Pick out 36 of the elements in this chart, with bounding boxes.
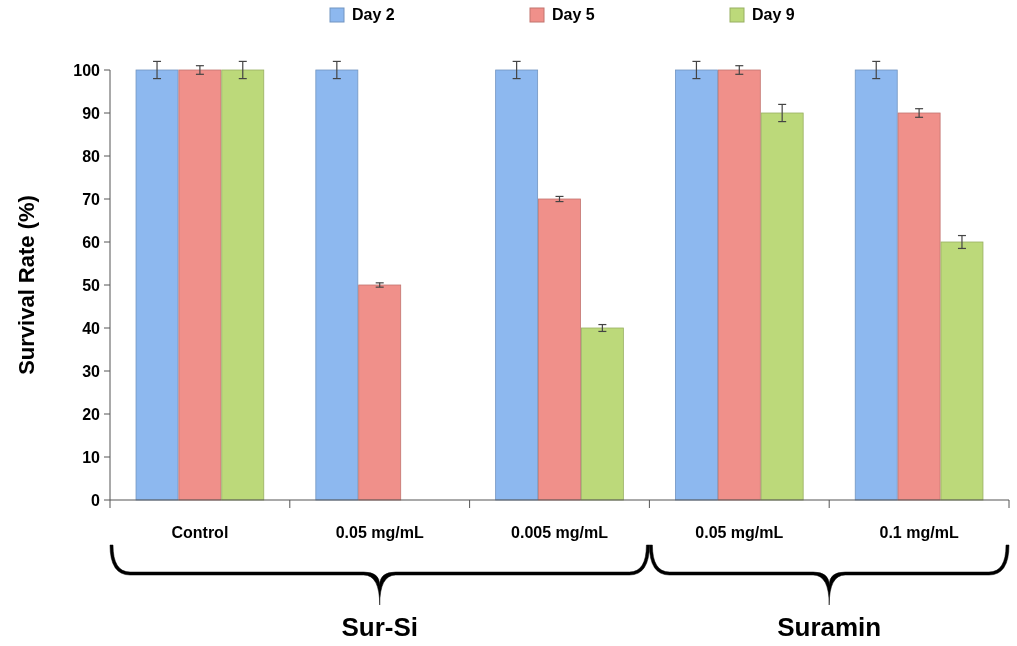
bar [940, 241, 984, 501]
y-axis-title: Survival Rate (%) [14, 195, 39, 375]
bar [538, 198, 581, 501]
y-tick-label: 70 [82, 190, 101, 208]
y-tick-label: 20 [82, 405, 101, 423]
y-tick-label: 0 [91, 491, 101, 509]
legend-label: Day 9 [752, 6, 795, 23]
x-tick-label: 0.05 mg/mL [335, 524, 424, 541]
x-tick-label: Control [171, 524, 229, 541]
text: Sur-Si [341, 612, 418, 642]
y-tick-label: 50 [82, 276, 101, 294]
bar [854, 69, 898, 501]
y-tick-label: 30 [82, 362, 101, 380]
bar [315, 69, 359, 501]
y-tick-label: 80 [82, 147, 101, 165]
bar [178, 69, 222, 501]
bar [717, 69, 761, 501]
bar [358, 284, 402, 501]
legend-label: Day 5 [552, 6, 595, 23]
bar [221, 69, 265, 501]
bar [580, 327, 624, 501]
bar [675, 69, 718, 501]
y-tick-label: 40 [82, 319, 101, 337]
bar [495, 69, 539, 501]
x-tick-label: 0.1 mg/mL [879, 524, 959, 541]
y-tick-label: 100 [73, 61, 101, 79]
x-tick-label: 0.05 mg/mL [695, 524, 784, 541]
y-tick-label: 10 [82, 448, 101, 466]
legend-label: Day 2 [352, 6, 395, 23]
bar [135, 69, 179, 501]
bar [897, 112, 941, 501]
y-tick-label: 90 [82, 104, 101, 122]
bar [760, 112, 804, 501]
y-tick-label: 60 [82, 233, 101, 251]
text: Suramin [777, 612, 882, 642]
x-tick-label: 0.005 mg/mL [511, 524, 609, 541]
